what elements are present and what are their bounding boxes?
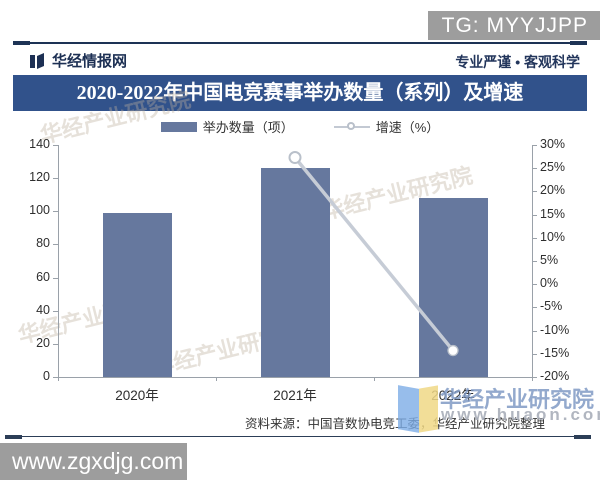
line-swatch-icon <box>333 121 370 130</box>
y-axis-right-tick-label: 5% <box>540 253 559 267</box>
x-axis-category-label: 2022年 <box>431 388 475 403</box>
tick-mark <box>53 211 58 213</box>
x-axis-category-label: 2020年 <box>115 388 159 403</box>
legend-item-bars: 举办数量（项） <box>160 117 294 136</box>
data-source-note: 资料来源：中国音数协电竞工委，华经产业研究院整理 <box>244 417 545 431</box>
site-url-badge: www.zgxdjg.com <box>0 443 187 480</box>
top-divider <box>13 41 587 45</box>
tick-mark <box>532 191 537 193</box>
site-brand-label: 华经情报网 <box>52 53 128 70</box>
tick-mark <box>53 377 58 378</box>
tick-mark <box>532 377 537 378</box>
tick-mark <box>53 310 58 312</box>
bar-2021年 <box>260 168 330 377</box>
y-axis-left-tick-label: 80 <box>36 236 50 251</box>
tick-mark <box>532 307 537 309</box>
site-brand: 华经情报网 <box>28 50 127 71</box>
tick-mark <box>532 237 537 239</box>
y-axis-left-tick-label: 0 <box>43 369 50 383</box>
chart-legend: 举办数量（项） 增速（%） <box>0 117 600 136</box>
tick-mark <box>532 330 537 332</box>
bar-swatch-icon <box>160 121 197 132</box>
huaon-logo-icon <box>398 385 419 433</box>
y-axis-right-tick-label: -5% <box>540 299 563 314</box>
y-axis-right-tick-label: 20% <box>540 183 566 198</box>
y-axis-right-tick-label: -10% <box>540 322 570 337</box>
tick-mark <box>53 244 58 246</box>
bottom-divider <box>5 435 591 439</box>
x-axis <box>58 377 532 378</box>
y-axis-right-tick-label: 30% <box>540 137 566 151</box>
y-axis-right-tick-label: 15% <box>540 206 566 221</box>
huaon-logo-icon <box>419 385 438 433</box>
tick-mark <box>53 277 58 279</box>
tick-mark <box>532 168 537 170</box>
y-axis-right-tick-label: 0% <box>540 276 559 291</box>
y-axis-left-tick-label: 40 <box>36 302 50 317</box>
tick-mark <box>532 261 537 262</box>
legend-label-line: 增速（%） <box>375 120 440 135</box>
tick-mark <box>53 178 58 180</box>
y-axis-right-tick-label: 10% <box>540 229 566 244</box>
tick-mark <box>532 214 537 216</box>
y-axis-left <box>58 145 59 377</box>
tick-mark <box>216 377 217 381</box>
tick-mark <box>53 145 58 146</box>
tg-contact-badge: TG: MYYJJPP <box>427 11 600 40</box>
tick-mark <box>532 377 533 381</box>
tick-mark <box>532 284 537 286</box>
huajing-logo-icon <box>28 52 46 70</box>
tick-mark <box>532 353 537 355</box>
y-axis-left-tick-label: 120 <box>29 170 50 185</box>
legend-item-line: 增速（%） <box>333 117 440 136</box>
bar-2020年 <box>102 212 172 377</box>
y-axis-right-tick-label: -20% <box>540 369 570 383</box>
x-axis-category-label: 2021年 <box>273 388 317 403</box>
tick-mark <box>53 343 58 345</box>
legend-label-bars: 举办数量（项） <box>202 120 294 135</box>
y-axis-left-tick-label: 20 <box>36 335 50 350</box>
chart-title: 2020-2022年中国电竞赛事举办数量（系列）及增速 <box>13 75 587 111</box>
tick-mark <box>532 145 537 146</box>
y-axis-left-tick-label: 100 <box>29 203 50 218</box>
tick-mark <box>58 377 59 381</box>
y-axis-left-tick-label: 60 <box>36 269 50 284</box>
publisher-watermark-name: 华经产业研究院 <box>440 387 595 412</box>
tick-mark <box>374 377 375 381</box>
site-slogan: 专业严谨 • 客观科学 <box>455 54 580 70</box>
bar-2022年 <box>418 198 488 377</box>
publisher-watermark-url: www.huaon.com <box>441 405 600 424</box>
y-axis-right-tick-label: -15% <box>540 345 570 360</box>
y-axis-left-tick-label: 140 <box>29 137 50 151</box>
y-axis-right-tick-label: 25% <box>540 160 566 175</box>
